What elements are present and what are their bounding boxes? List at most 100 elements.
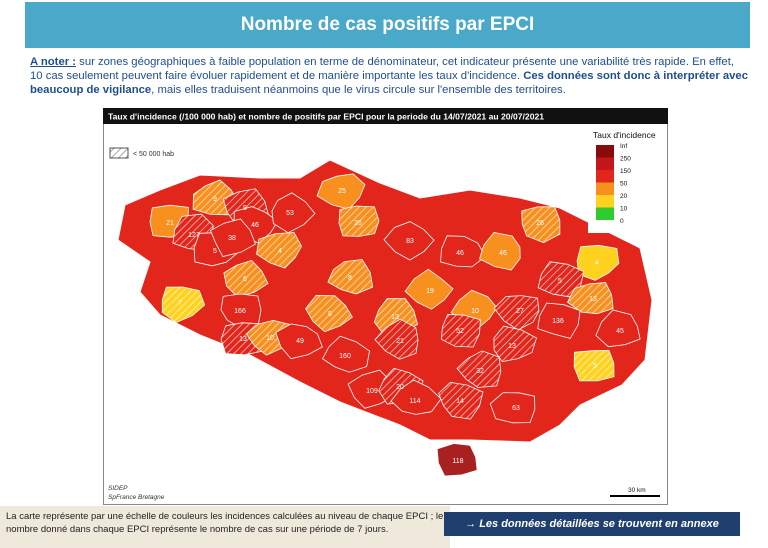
legend-swatch [596,170,614,183]
epci-label: 13 [391,314,399,321]
hatch-swatch [110,148,128,158]
epci-region [390,379,442,415]
epci-label: 8 [348,275,352,282]
epci-region [595,309,641,348]
epci-region [321,335,370,373]
epci-label: 8 [328,311,332,318]
source: SIDEP [108,485,128,492]
epci-region [383,221,435,261]
epci-label: 7 [178,300,182,307]
scale-label: 30 km [628,487,646,494]
epci-hatch [538,261,584,297]
epci-hatch [256,232,302,268]
epci-region [275,323,323,360]
legend-label: 0 [620,218,624,225]
epci-label: 5 [558,278,562,285]
footer-note: La carte représente par une échelle de c… [0,506,450,548]
epci-label: 5 [213,248,217,255]
epci-hatch [305,295,353,332]
epci-region [436,443,478,477]
epci-hatch [438,382,483,420]
banner: Nombre de cas positifs par EPCI [25,2,750,48]
epci-label: 25 [338,188,346,195]
epci-label: 114 [409,398,420,405]
note-text: , mais elles traduisent néanmoins que le… [151,84,566,96]
epci-label: 27 [516,308,524,315]
epci-label: 6 [243,276,247,283]
map: Taux d'incidence (/100 000 hab) et nombr… [103,108,668,505]
legend-swatch [596,182,614,195]
epci-hatch [457,350,501,388]
epci-hatch [223,260,268,298]
epci-label: 45 [616,328,624,335]
epci-label: 46 [251,222,259,229]
epci-label: 4 [595,260,599,267]
annex-button[interactable]: → Les données détaillées se trouvent en … [444,512,740,536]
note: A noter : sur zones géographiques à faib… [30,55,748,97]
epci-label: 10 [266,335,274,342]
epci-hatch [567,282,614,314]
epci-label: 118 [452,458,463,465]
epci-label: 32 [476,368,484,375]
epci-label: 52 [456,328,464,335]
epci-label: 26 [536,220,544,227]
epci-hatch [574,350,614,381]
legend-label: 150 [620,168,631,175]
epci-region [209,218,256,257]
epci-region [220,293,262,329]
epci-label: 38 [228,235,236,242]
legend-label: 10 [620,206,628,213]
epci-label: 109 [366,388,378,395]
epci-label: 46 [499,250,507,257]
legend-label: 50 [620,181,628,188]
epci-region [316,173,366,210]
legend-label: 250 [620,156,631,163]
legend-title: Taux d'incidence [593,130,656,140]
legend-label: 20 [620,193,628,200]
epci-region [404,268,454,310]
epci-label: 49 [296,338,304,345]
epci-region [537,302,581,339]
epci-label: 166 [234,308,246,315]
legend-swatch [596,157,614,170]
epci-hatch [494,295,539,330]
epci-label: 4 [278,248,282,255]
epci-label: 53 [286,210,294,217]
note-bold: Ces données sont donc à interpréter avec… [30,70,748,96]
title: Nombre de cas positifs par EPCI [240,14,535,35]
epci-label: 63 [512,405,520,412]
epci-label: 160 [339,353,351,360]
epci-label: 9 [213,196,217,203]
hatch-label: < 50 000 hab [133,151,174,158]
legend-swatch [596,145,614,158]
epci-label: 13 [508,343,516,350]
note-text: sur zones géographiques à faible populat… [30,56,734,82]
footer-text: La carte représente par une échelle de c… [6,511,444,535]
epci-label: 20 [396,384,404,391]
epci-region [479,232,521,271]
epci-hatch [339,206,379,237]
epci-label: 136 [552,318,564,325]
epci-region [576,244,620,281]
button-label: → Les données détaillées se trouvent en … [465,518,719,530]
epci-label: 26 [354,220,362,227]
epci-hatch [162,287,205,323]
note-label: A noter : [30,56,77,68]
legend-swatch [596,195,614,208]
epci-hatch [375,319,418,360]
epci-label: 127 [188,232,200,239]
epci-hatch [493,326,537,362]
epci-label: 14 [456,398,464,405]
epci-label: 21 [166,220,174,227]
epci-label: 13 [239,336,247,343]
epci-hatch [441,314,481,347]
epci-label: 9 [243,205,247,212]
epci-label: 21 [396,338,404,345]
epci-label: 13 [589,296,597,303]
map-title-bar [103,108,668,124]
epci-region [489,392,536,424]
epci-region [271,192,316,234]
epci-label: 19 [426,288,434,295]
map-title: Taux d'incidence (/100 000 hab) et nombr… [108,112,544,122]
